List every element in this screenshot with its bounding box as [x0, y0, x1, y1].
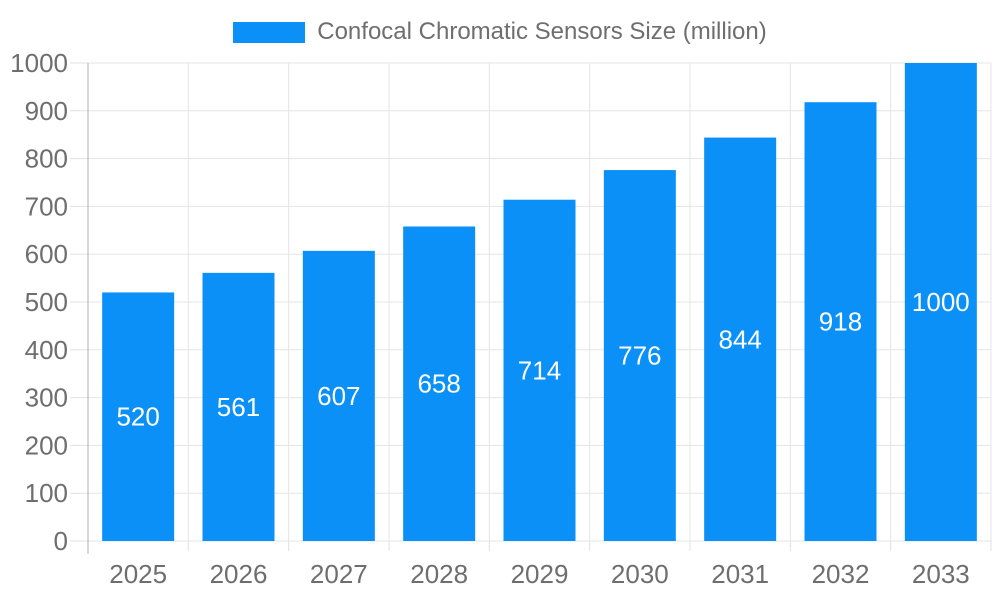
y-tick-label: 0: [54, 526, 68, 556]
x-tick-label: 2032: [812, 559, 870, 589]
bar: [704, 137, 777, 541]
bar: [603, 170, 676, 541]
y-tick-label: 800: [25, 144, 68, 174]
y-tick-label: 100: [25, 478, 68, 508]
bar: [804, 102, 877, 542]
bar: [503, 199, 576, 541]
bar: [403, 226, 476, 541]
y-tick-label: 900: [25, 96, 68, 126]
y-tick-label: 700: [25, 191, 68, 221]
y-tick-label: 1000: [10, 48, 68, 78]
bar-value-label: 658: [417, 369, 460, 399]
legend-label: Confocal Chromatic Sensors Size (million…: [317, 18, 767, 45]
bar: [302, 250, 375, 541]
bar-value-label: 1000: [912, 287, 970, 317]
chart-legend: Confocal Chromatic Sensors Size (million…: [0, 18, 1000, 46]
x-tick-label: 2028: [410, 559, 468, 589]
bar-value-label: 918: [819, 307, 862, 337]
bar: [202, 272, 275, 541]
y-tick-label: 500: [25, 287, 68, 317]
bar-value-label: 844: [718, 324, 761, 354]
x-tick-label: 2033: [912, 559, 970, 589]
bar-value-label: 776: [618, 341, 661, 371]
x-tick-label: 2025: [109, 559, 167, 589]
bar: [904, 63, 977, 541]
y-tick-label: 300: [25, 383, 68, 413]
y-tick-label: 600: [25, 239, 68, 269]
x-tick-label: 2031: [711, 559, 769, 589]
bar: [102, 292, 175, 541]
legend-item[interactable]: Confocal Chromatic Sensors Size (million…: [233, 18, 767, 46]
bar-value-label: 561: [217, 392, 260, 422]
bar-value-label: 607: [317, 381, 360, 411]
x-tick-label: 2027: [310, 559, 368, 589]
y-tick-label: 400: [25, 335, 68, 365]
x-tick-label: 2030: [611, 559, 669, 589]
y-tick-label: 200: [25, 430, 68, 460]
x-tick-label: 2026: [210, 559, 268, 589]
bar-value-label: 520: [116, 402, 159, 432]
bar-value-label: 714: [518, 355, 561, 385]
legend-swatch: [233, 21, 306, 43]
x-tick-label: 2029: [511, 559, 569, 589]
